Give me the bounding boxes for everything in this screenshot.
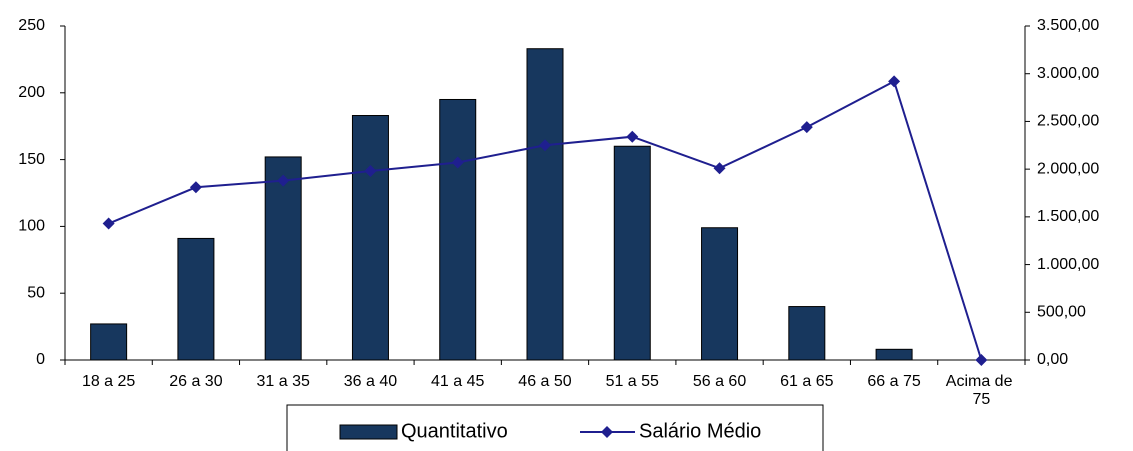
x-tick-label: Acima de 75 xyxy=(946,373,1017,408)
bar xyxy=(613,145,651,361)
legend-label: Salário Médio xyxy=(639,420,761,442)
x-tick-label: 46 a 50 xyxy=(518,373,571,390)
bar xyxy=(264,156,302,361)
y2-tick-label: 0,00 xyxy=(1037,351,1068,368)
y-tick-label: 0 xyxy=(36,351,45,368)
marker xyxy=(102,217,115,230)
legend-swatch xyxy=(339,424,398,440)
y-tick-label: 50 xyxy=(27,284,45,301)
bar xyxy=(701,227,739,361)
marker xyxy=(975,354,988,366)
y-tick-label: 150 xyxy=(18,151,45,168)
bar xyxy=(875,348,913,361)
bar xyxy=(439,98,477,361)
bar xyxy=(90,323,128,361)
y2-tick-label: 2.000,00 xyxy=(1037,160,1099,177)
marker xyxy=(888,75,901,88)
marker xyxy=(539,139,551,152)
marker xyxy=(451,156,464,169)
y2-tick-label: 500,00 xyxy=(1037,304,1086,321)
marker xyxy=(364,165,377,178)
bar xyxy=(177,237,215,361)
x-tick-label: 61 a 65 xyxy=(780,373,833,390)
x-tick-label: 18 a 25 xyxy=(82,373,135,390)
marker xyxy=(189,181,202,194)
legend-marker xyxy=(601,426,613,438)
x-tick-label: 31 a 35 xyxy=(256,373,309,390)
marker xyxy=(800,121,813,134)
marker xyxy=(277,174,290,187)
x-tick-label: 36 a 40 xyxy=(344,373,397,390)
y2-tick-label: 1.500,00 xyxy=(1037,208,1099,225)
bar xyxy=(788,306,826,361)
y2-tick-label: 3.500,00 xyxy=(1037,17,1099,34)
x-tick-label: 26 a 30 xyxy=(169,373,222,390)
y2-tick-label: 1.000,00 xyxy=(1037,256,1099,273)
x-tick-label: 41 a 45 xyxy=(431,373,484,390)
bar xyxy=(351,115,389,361)
marker xyxy=(626,130,639,143)
bar xyxy=(526,48,564,361)
y-tick-label: 200 xyxy=(18,84,45,101)
y2-tick-label: 3.000,00 xyxy=(1037,65,1099,82)
y-tick-label: 100 xyxy=(18,218,45,235)
x-tick-label: 66 a 75 xyxy=(867,373,920,390)
y2-tick-label: 2.500,00 xyxy=(1037,113,1099,130)
marker xyxy=(713,162,726,175)
x-tick-label: 51 a 55 xyxy=(606,373,659,390)
x-tick-label: 56 a 60 xyxy=(693,373,746,390)
legend: Quantitativo Salário Médio xyxy=(286,404,824,451)
y-tick-label: 250 xyxy=(18,17,45,34)
legend-label: Quantitativo xyxy=(401,420,508,442)
